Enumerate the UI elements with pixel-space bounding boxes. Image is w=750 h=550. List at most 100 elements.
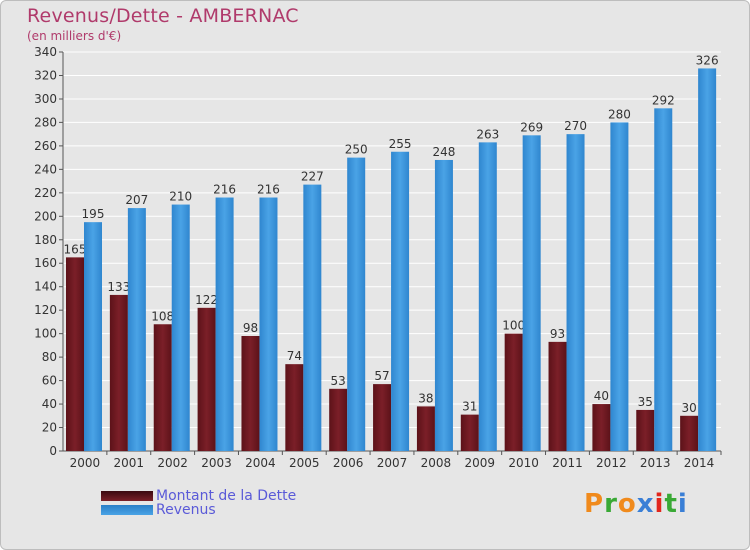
data-label-revenus: 255 (389, 137, 412, 151)
bar-revenus (522, 135, 541, 451)
data-label-dette: 53 (331, 374, 346, 388)
proxiti-logo: Proxiti (584, 489, 688, 519)
x-tick-label: 2000 (70, 456, 101, 470)
x-tick-label: 2007 (377, 456, 408, 470)
x-tick-label: 2001 (114, 456, 145, 470)
data-label-dette: 98 (243, 321, 258, 335)
bar-dette (153, 324, 172, 451)
legend-label-dette: Montant de la Dette (156, 488, 297, 504)
legend-item-dette: Montant de la Dette (101, 488, 297, 504)
data-label-revenus: 269 (520, 120, 543, 134)
data-label-revenus: 248 (432, 145, 455, 159)
data-label-revenus: 270 (564, 119, 587, 133)
bar-dette (548, 341, 567, 451)
bar-revenus (171, 204, 190, 451)
bar-dette (416, 406, 435, 451)
data-label-revenus: 216 (213, 183, 236, 197)
bar-dette (592, 404, 611, 451)
bar-dette (197, 307, 216, 451)
bar-revenus (347, 157, 366, 451)
data-label-dette: 38 (418, 391, 433, 405)
x-tick-label: 2013 (640, 456, 671, 470)
data-label-dette: 30 (681, 401, 696, 415)
bar-dette (109, 294, 128, 451)
x-tick-label: 2002 (157, 456, 188, 470)
data-label-dette: 165 (64, 242, 87, 256)
x-tick-label: 2006 (333, 456, 364, 470)
bar-dette (680, 415, 699, 451)
y-tick-label: 260 (34, 139, 57, 153)
x-tick-label: 2005 (289, 456, 320, 470)
data-label-dette: 74 (287, 349, 302, 363)
x-tick-label: 2014 (684, 456, 715, 470)
bar-revenus (127, 208, 146, 451)
bar-dette (285, 364, 304, 451)
bar-revenus (303, 184, 322, 451)
chart-subtitle: (en milliers d'€) (27, 29, 122, 43)
y-tick-label: 80 (42, 350, 57, 364)
x-tick-label: 2004 (245, 456, 276, 470)
data-label-dette: 93 (550, 327, 565, 341)
y-tick-label: 100 (34, 327, 57, 341)
bar-dette (460, 414, 479, 451)
chart-title: Revenus/Dette - AMBERNAC (27, 5, 299, 27)
y-tick-label: 20 (42, 421, 57, 435)
bar-dette (636, 409, 655, 451)
y-tick-label: 280 (34, 115, 57, 129)
data-label-revenus: 195 (82, 207, 105, 221)
y-tick-label: 40 (42, 397, 57, 411)
bar-dette (329, 388, 348, 451)
x-tick-label: 2012 (596, 456, 627, 470)
bar-revenus (654, 108, 673, 452)
y-tick-label: 0 (49, 444, 57, 458)
bar-revenus (84, 222, 102, 451)
data-label-revenus: 292 (652, 93, 675, 107)
y-tick-label: 160 (34, 256, 57, 270)
y-tick-label: 180 (34, 233, 57, 247)
bar-revenus (698, 68, 717, 451)
x-tick-label: 2010 (508, 456, 539, 470)
data-label-dette: 35 (638, 395, 653, 409)
y-tick-label: 340 (34, 45, 57, 59)
x-tick-label: 2008 (421, 456, 452, 470)
data-label-dette: 100 (502, 319, 525, 333)
bar-revenus (478, 142, 497, 452)
bar-dette (373, 384, 392, 451)
y-tick-label: 220 (34, 186, 57, 200)
data-label-revenus: 207 (125, 193, 148, 207)
y-tick-label: 320 (34, 68, 57, 82)
bar-revenus (215, 197, 234, 451)
data-label-revenus: 250 (345, 143, 368, 157)
legend-swatch-revenus-icon (101, 505, 153, 515)
legend-label-revenus: Revenus (156, 502, 216, 518)
data-label-dette: 108 (151, 309, 174, 323)
data-label-dette: 122 (195, 293, 218, 307)
y-tick-label: 240 (34, 162, 57, 176)
y-tick-label: 300 (34, 92, 57, 106)
bar-revenus (610, 122, 629, 451)
data-label-dette: 31 (462, 400, 477, 414)
y-tick-label: 120 (34, 303, 57, 317)
x-tick-label: 2011 (552, 456, 583, 470)
y-tick-label: 60 (42, 374, 57, 388)
bar-revenus (259, 197, 278, 451)
data-label-revenus: 227 (301, 170, 324, 184)
bar-dette (241, 335, 260, 451)
data-label-dette: 57 (374, 369, 389, 383)
legend-item-revenus: Revenus (101, 502, 216, 518)
bar-dette (504, 333, 523, 451)
data-label-revenus: 280 (608, 107, 631, 121)
bar-revenus (391, 151, 410, 451)
data-label-revenus: 210 (169, 190, 192, 204)
y-tick-label: 200 (34, 209, 57, 223)
data-label-revenus: 263 (476, 127, 499, 141)
bar-revenus (566, 134, 585, 451)
data-label-revenus: 326 (696, 53, 719, 67)
data-label-dette: 133 (107, 280, 130, 294)
data-label-dette: 40 (594, 389, 609, 403)
bar-dette (66, 257, 84, 451)
data-label-revenus: 216 (257, 183, 280, 197)
x-tick-label: 2009 (464, 456, 495, 470)
